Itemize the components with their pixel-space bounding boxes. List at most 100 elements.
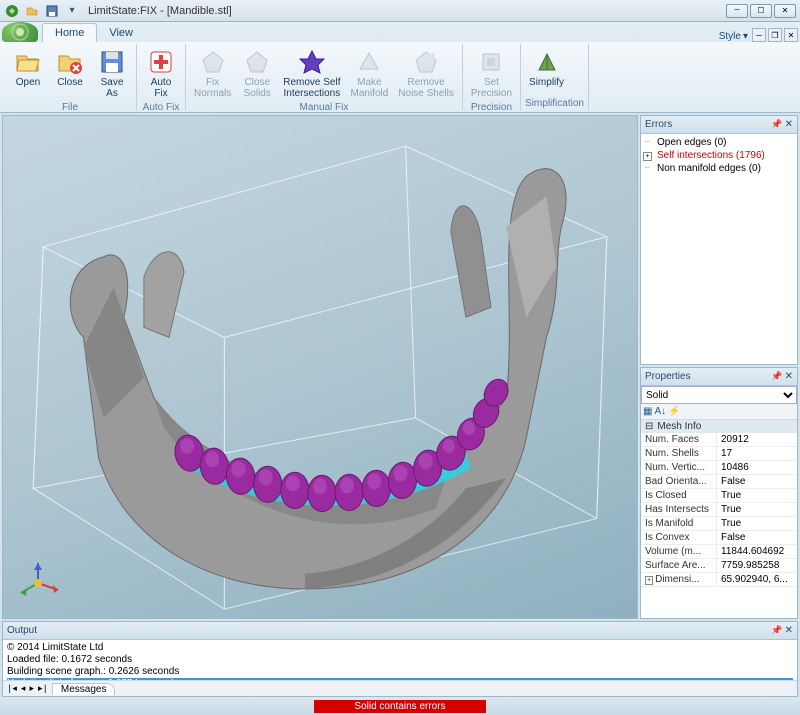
- mdi-minimize-button[interactable]: ─: [752, 28, 766, 42]
- categorize-icon[interactable]: ▦: [643, 406, 652, 417]
- quick-access-toolbar: ▾: [4, 3, 80, 19]
- expand-icon[interactable]: +: [643, 152, 652, 161]
- fix-normals-button: Fix Normals: [190, 44, 235, 101]
- qat-dropdown-icon[interactable]: ▾: [64, 3, 80, 19]
- output-panel-header: Output 📌 ✕: [3, 622, 797, 640]
- chevron-down-icon: ▾: [743, 31, 748, 42]
- pin-icon[interactable]: 📌: [771, 371, 782, 382]
- workspace: Errors 📌 ✕ Open edges (0) +Self intersec…: [0, 113, 800, 621]
- props-row: Is ConvexFalse: [641, 531, 797, 545]
- app-logo-icon: [4, 3, 20, 19]
- nav-next-icon[interactable]: ▸: [29, 684, 34, 694]
- output-log[interactable]: © 2014 LimitState Ltd Loaded file: 0.167…: [3, 640, 797, 680]
- status-bar: Solid contains errors: [0, 697, 800, 715]
- collapse-icon[interactable]: ⊟: [645, 421, 653, 432]
- nav-prev-icon[interactable]: ◂: [21, 684, 26, 694]
- tree-item-self-intersections[interactable]: +Self intersections (1796): [643, 149, 795, 162]
- props-section-mesh[interactable]: ⊟Mesh Info: [641, 420, 797, 433]
- nav-last-icon[interactable]: ▸|: [38, 684, 48, 694]
- qat-open-icon[interactable]: [24, 3, 40, 19]
- ribbon-group-file: Open Close Save As File: [4, 44, 137, 110]
- auto-fix-icon: [145, 46, 177, 78]
- tab-home[interactable]: Home: [42, 23, 97, 42]
- props-row: Surface Are...7759.985258: [641, 559, 797, 573]
- properties-selector[interactable]: Solid: [641, 386, 797, 404]
- tab-view[interactable]: View: [97, 24, 145, 42]
- properties-panel: Properties 📌 ✕ Solid ▦ A↓ ⚡ ⊟Mesh Info N…: [640, 367, 798, 619]
- ribbon-body: Open Close Save As File Auto Fix: [0, 42, 800, 112]
- close-file-icon: [54, 46, 86, 78]
- minimize-button[interactable]: ─: [726, 4, 748, 18]
- axis-widget-icon: [13, 558, 63, 608]
- log-line: Loaded file: 0.1672 seconds: [7, 654, 793, 666]
- remove-noise-icon: [410, 46, 442, 78]
- style-dropdown[interactable]: Style▾: [719, 31, 748, 42]
- ribbon: Home View Style▾ ─ ❐ ✕ Open Close: [0, 22, 800, 113]
- simplify-button[interactable]: Simplify: [525, 44, 568, 97]
- group-label-autofix: Auto Fix: [141, 101, 181, 114]
- mdi-restore-button[interactable]: ❐: [768, 28, 782, 42]
- pin-icon[interactable]: 📌: [771, 625, 782, 636]
- open-button[interactable]: Open: [8, 44, 48, 101]
- close-file-button[interactable]: Close: [50, 44, 90, 101]
- set-precision-button: Set Precision: [467, 44, 516, 101]
- errors-panel: Errors 📌 ✕ Open edges (0) +Self intersec…: [640, 115, 798, 365]
- make-manifold-button: Make Manifold: [346, 44, 392, 101]
- remove-self-intersections-button[interactable]: Remove Self Intersections: [279, 44, 344, 101]
- output-tab-messages[interactable]: Messages: [52, 683, 116, 695]
- ribbon-tabs-row: Home View Style▾ ─ ❐ ✕: [0, 22, 800, 42]
- group-label-manual: Manual Fix: [190, 101, 458, 114]
- remove-noise-shells-button: Remove Noise Shells: [394, 44, 458, 101]
- auto-fix-button[interactable]: Auto Fix: [141, 44, 181, 101]
- open-icon: [12, 46, 44, 78]
- panel-close-icon[interactable]: ✕: [785, 371, 793, 382]
- props-row: Volume (m...11844.604692: [641, 545, 797, 559]
- close-button[interactable]: ✕: [774, 4, 796, 18]
- panel-close-icon[interactable]: ✕: [785, 625, 793, 636]
- alpha-sort-icon[interactable]: A↓: [654, 406, 666, 417]
- nav-first-icon[interactable]: |◂: [7, 684, 17, 694]
- tree-item-open-edges[interactable]: Open edges (0): [643, 136, 795, 149]
- status-error-badge: Solid contains errors: [314, 700, 485, 713]
- props-row: +Dimensi...65.902940, 6...: [641, 573, 797, 587]
- ribbon-group-precision: Set Precision Precision: [463, 44, 521, 110]
- window-title: LimitState:FIX - [Mandible.stl]: [88, 5, 232, 17]
- mdi-controls: ─ ❐ ✕: [752, 28, 798, 42]
- properties-panel-header: Properties 📌 ✕: [641, 368, 797, 386]
- ribbon-group-simplification: Simplify Simplification: [521, 44, 589, 110]
- errors-panel-title: Errors: [645, 119, 672, 130]
- output-panel: Output 📌 ✕ © 2014 LimitState Ltd Loaded …: [2, 621, 798, 697]
- maximize-button[interactable]: ☐: [750, 4, 772, 18]
- tree-item-non-manifold[interactable]: Non manifold edges (0): [643, 162, 795, 175]
- output-nav: |◂ ◂ ▸ ▸| Messages: [3, 680, 797, 696]
- errors-tree[interactable]: Open edges (0) +Self intersections (1796…: [641, 134, 797, 364]
- group-label-file: File: [8, 101, 132, 114]
- ribbon-group-manual: Fix Normals Close Solids Remove Self Int…: [186, 44, 463, 110]
- errors-panel-header: Errors 📌 ✕: [641, 116, 797, 134]
- props-row: Num. Faces20912: [641, 433, 797, 447]
- viewport-scene: [3, 116, 637, 619]
- fix-normals-icon: [197, 46, 229, 78]
- remove-self-icon: [296, 46, 328, 78]
- title-bar: ▾ LimitState:FIX - [Mandible.stl] ─ ☐ ✕: [0, 0, 800, 22]
- save-as-button[interactable]: Save As: [92, 44, 132, 101]
- app-menu-button[interactable]: [2, 22, 38, 42]
- qat-save-icon[interactable]: [44, 3, 60, 19]
- properties-grid[interactable]: ⊟Mesh Info Num. Faces20912 Num. Shells17…: [641, 420, 797, 587]
- pin-icon[interactable]: 📌: [771, 119, 782, 130]
- props-row: Is ClosedTrue: [641, 489, 797, 503]
- panel-close-icon[interactable]: ✕: [785, 119, 793, 130]
- save-as-icon: [96, 46, 128, 78]
- close-solids-button: Close Solids: [237, 44, 277, 101]
- props-row: Is ManifoldTrue: [641, 517, 797, 531]
- properties-panel-title: Properties: [645, 371, 691, 382]
- lightning-icon[interactable]: ⚡: [668, 406, 680, 417]
- props-row: Num. Vertic...10486: [641, 461, 797, 475]
- simplify-icon: [531, 46, 563, 78]
- props-row: Has IntersectsTrue: [641, 503, 797, 517]
- expand-icon[interactable]: +: [645, 576, 653, 585]
- 3d-viewport[interactable]: [2, 115, 638, 619]
- right-dock: Errors 📌 ✕ Open edges (0) +Self intersec…: [640, 115, 798, 619]
- mdi-close-button[interactable]: ✕: [784, 28, 798, 42]
- make-manifold-icon: [353, 46, 385, 78]
